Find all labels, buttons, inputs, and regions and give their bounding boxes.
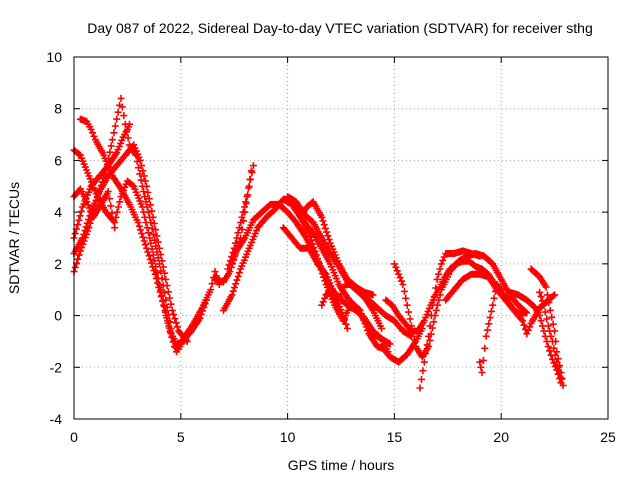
series-sat-k (292, 203, 394, 348)
series-marks (378, 325, 426, 366)
series-marks (318, 281, 415, 340)
series-sat-t (378, 325, 426, 366)
series-sat-j (224, 167, 255, 273)
series-marks (224, 167, 255, 273)
series-marks (527, 265, 567, 389)
y-tick-label: 2 (54, 256, 62, 272)
y-tick-label: 8 (54, 101, 62, 117)
series-marks (292, 203, 394, 348)
y-tick-label: -4 (50, 411, 63, 427)
series-marks (476, 281, 505, 376)
series-marks (76, 115, 210, 348)
series-sat-o (318, 281, 415, 340)
series-marks (70, 141, 191, 345)
series-sat-w (527, 265, 567, 389)
chart-title: Day 087 of 2022, Sidereal Day-to-day VTE… (87, 20, 593, 36)
y-tick-label: 0 (54, 308, 62, 324)
y-tick-label: -2 (50, 359, 63, 375)
series-sat-v (506, 288, 565, 387)
x-tick-label: 20 (493, 429, 509, 445)
x-tick-label: 0 (70, 429, 78, 445)
data-series (70, 94, 567, 392)
series-sat-u (476, 281, 505, 376)
x-tick-label: 5 (177, 429, 185, 445)
y-tick-label: 10 (46, 49, 62, 65)
series-sat-r (416, 247, 484, 392)
series-sat-d (70, 141, 191, 345)
x-tick-label: 25 (600, 429, 616, 445)
y-axis-label: SDTVAR / TECUs (6, 182, 22, 294)
x-tick-label: 15 (387, 429, 403, 445)
x-tick-label: 10 (280, 429, 296, 445)
series-marks (536, 288, 565, 382)
series-sat-b (76, 115, 210, 348)
plot-frame (73, 56, 609, 420)
series-marks (506, 288, 565, 387)
series-marks (416, 247, 484, 392)
y-tick-label: 6 (54, 152, 62, 168)
series-sat-x (536, 288, 565, 382)
y-tick-label: 4 (54, 204, 62, 220)
x-axis-label: GPS time / hours (288, 457, 395, 473)
